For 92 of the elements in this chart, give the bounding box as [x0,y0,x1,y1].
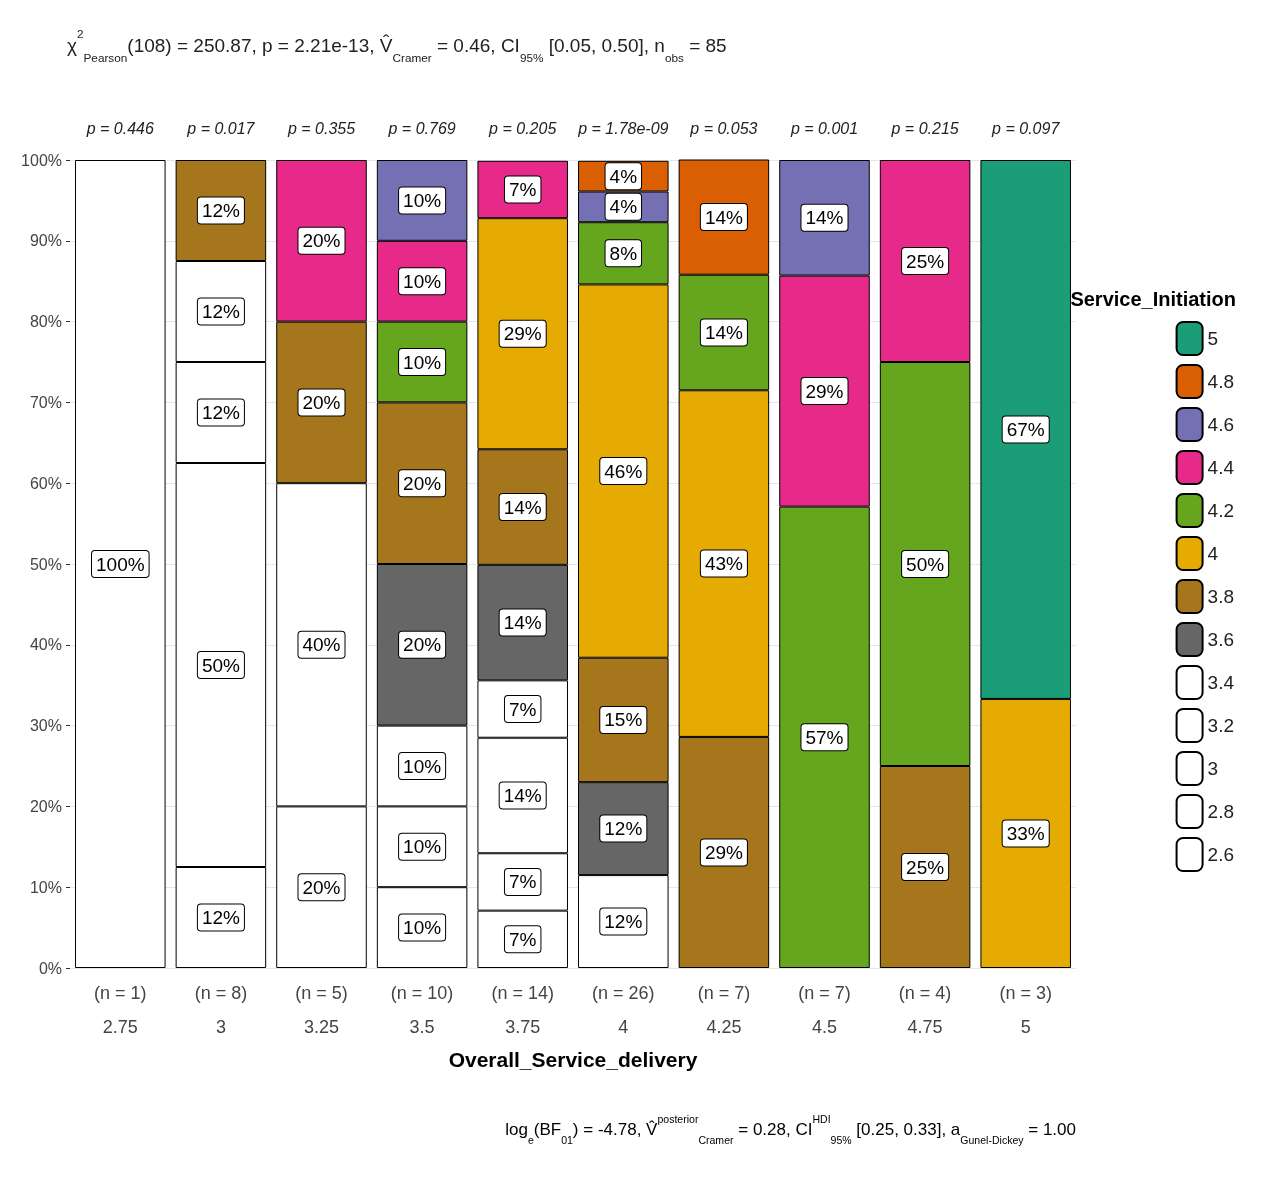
y-tick-label: 50% [29,555,62,573]
y-tick-label: 90% [29,232,62,250]
legend-title: Service_Initiation [1070,288,1237,310]
legend-label: 4.8 [1207,371,1235,392]
annotation: p = 0.001 [789,119,859,137]
y-tick-label: 100% [21,151,62,169]
legend-label: 4.4 [1207,457,1235,478]
data-label: 15% [604,709,643,731]
data-label: 57% [805,726,844,748]
data-label: 7% [508,698,537,720]
data-label: 100% [96,553,145,575]
legend-label: 2.8 [1207,801,1235,822]
data-label: 29% [503,323,542,345]
data-label: 7% [508,928,537,950]
legend-label: 3 [1207,758,1219,779]
data-label: 12% [604,818,643,840]
legend-label: 5 [1207,328,1219,349]
data-label: 67% [1006,418,1045,440]
annotation: p = 0.205 [488,119,557,137]
x-tick-label: (n = 8) 3 [194,983,248,1037]
legend-label: 3.2 [1207,715,1235,736]
x-tick-label: (n = 5) 3.25 [295,983,348,1037]
x-axis-title: Overall_Service_delivery [448,1047,698,1071]
data-label: 29% [805,380,844,402]
x-tick-label: (n = 26) 4 [592,983,655,1037]
data-label: 12% [201,301,241,322]
data-label: 10% [403,270,442,292]
data-label: 4% [609,165,638,187]
data-label: 10% [403,836,442,858]
y-tick-label: 40% [29,636,62,654]
y-tick-label: 70% [29,393,62,411]
annotation: p = 0.446 [85,119,154,137]
data-label: 46% [604,460,643,482]
x-tick-label: (n = 14) 3.75 [491,983,554,1037]
data-label: 12% [201,402,241,423]
data-label: 20% [302,876,341,898]
data-label: 10% [403,917,442,939]
data-label: 33% [1006,822,1045,844]
y-tick-label: 30% [29,717,62,735]
annotation: p = 0.769 [387,119,456,137]
x-tick-label: (n = 7) 4.5 [798,983,851,1037]
data-label: 29% [704,841,744,863]
data-label: 20% [302,391,341,413]
data-label: 4% [609,196,638,218]
legend-label: 3.6 [1207,629,1235,650]
x-tick-label: (n = 10) 3.5 [390,983,454,1037]
data-label: 12% [201,200,241,221]
x-tick-label: (n = 4) 4.75 [898,983,952,1037]
y-tick-label: 20% [29,797,62,815]
legend-label: 4 [1207,543,1219,564]
data-label: 7% [508,871,537,893]
data-label: 14% [503,496,542,518]
data-label: 50% [906,553,945,575]
data-label: 20% [302,230,341,252]
annotation: p = 0.017 [186,119,256,137]
annotation: p = 1.78e-09 [577,119,669,137]
legend-label: 4.2 [1207,500,1235,521]
data-label: 40% [302,634,341,656]
legend-label: 4.6 [1207,414,1235,435]
annotation: p = 0.355 [286,119,356,137]
annotation: p = 0.097 [991,119,1061,137]
data-label: 7% [508,178,537,200]
data-label: 25% [906,250,945,272]
legend-label: 2.6 [1207,844,1235,865]
data-label: 14% [805,207,844,229]
legend-label: 3.4 [1207,672,1235,693]
data-label: 14% [704,206,744,228]
data-label: 12% [604,911,643,933]
data-label: 25% [906,856,945,878]
y-tick-label: 80% [29,313,62,331]
data-label: 12% [201,907,241,928]
y-tick-label: 10% [29,878,62,896]
annotation: p = 0.215 [890,119,959,137]
x-tick-label: (n = 1) 2.75 [94,983,147,1037]
data-label: 20% [403,472,442,494]
data-label: 14% [503,612,542,634]
data-label: 50% [201,654,241,676]
bar [75,160,166,968]
data-label: 10% [403,755,442,777]
data-label: 10% [403,351,442,373]
data-label: 8% [609,242,638,264]
legend-label: 3.8 [1207,586,1235,607]
data-label: 10% [403,189,442,211]
y-tick-label: 0% [38,959,62,977]
data-label: 20% [403,634,442,656]
x-tick-label: (n = 7) 4.25 [697,983,751,1037]
x-tick-label: (n = 3) 5 [999,983,1052,1037]
data-label: 14% [503,784,542,806]
annotation: p = 0.053 [689,119,758,137]
y-tick-label: 60% [29,474,62,492]
data-label: 43% [704,553,744,575]
data-label: 14% [704,322,744,344]
